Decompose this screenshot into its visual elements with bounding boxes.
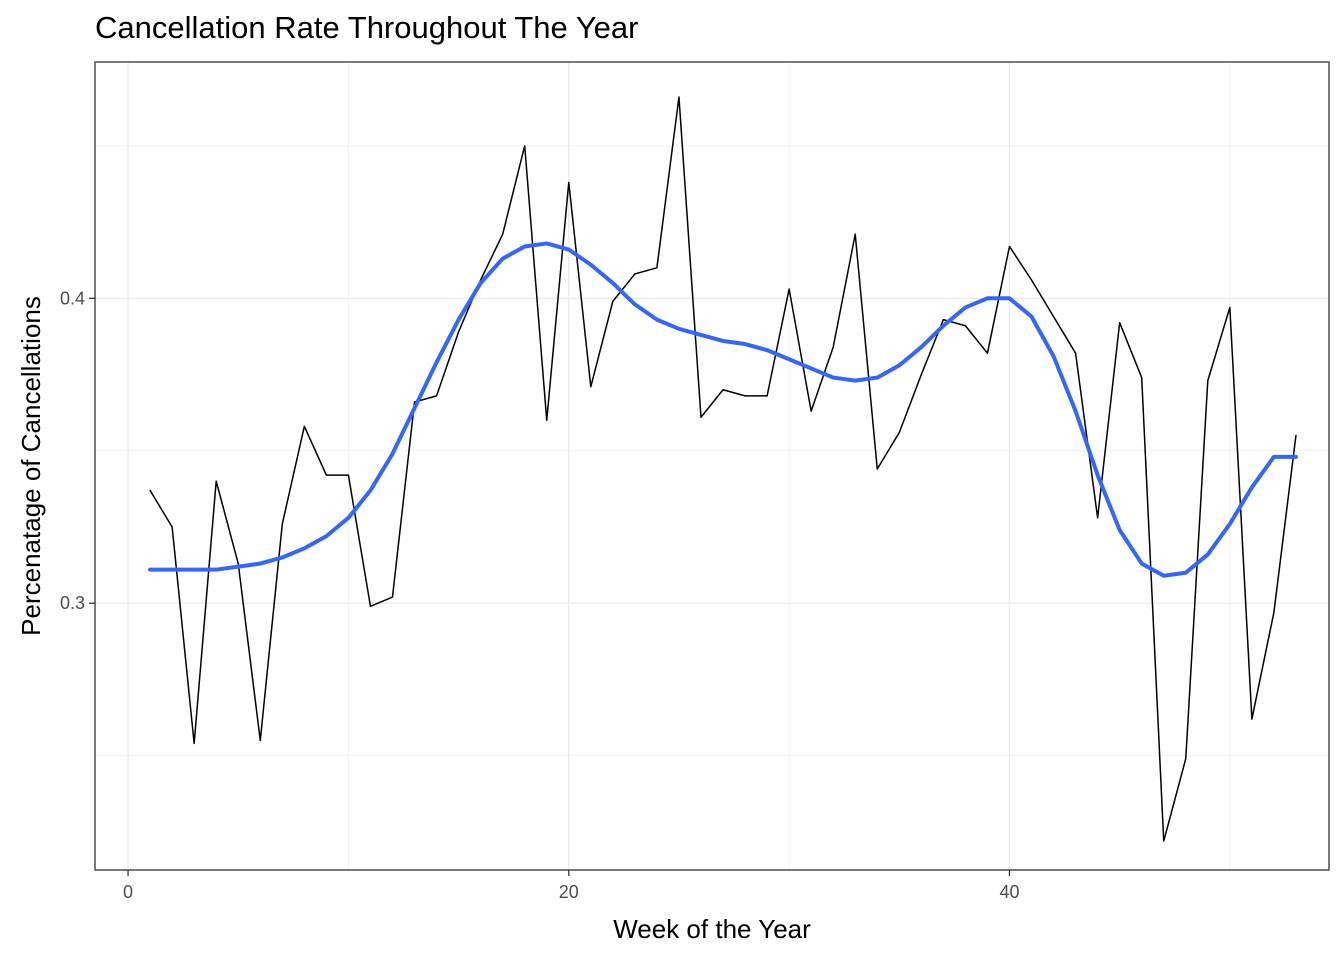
plot-background xyxy=(95,62,1329,870)
weekly-cancellation-line xyxy=(149,96,1297,842)
y-tick-label: 0.4 xyxy=(60,288,85,308)
x-tick-label: 20 xyxy=(559,882,579,902)
y-axis: 0.3 0.4 xyxy=(60,288,95,613)
x-tick-label: 0 xyxy=(123,882,133,902)
x-axis-title: Week of the Year xyxy=(613,914,811,944)
minor-gridlines xyxy=(95,62,1329,870)
major-gridlines xyxy=(95,62,1329,870)
x-axis: 0 20 40 xyxy=(123,870,1019,902)
y-axis-title: Percenatage of Cancellations xyxy=(16,296,46,636)
y-tick-label: 0.3 xyxy=(60,593,85,613)
plot-panel-border xyxy=(94,61,1330,871)
chart-title: Cancellation Rate Throughout The Year xyxy=(95,10,639,45)
x-tick-label: 40 xyxy=(999,882,1019,902)
series-layer xyxy=(148,96,1298,842)
smoothed-trend-line xyxy=(148,241,1298,578)
